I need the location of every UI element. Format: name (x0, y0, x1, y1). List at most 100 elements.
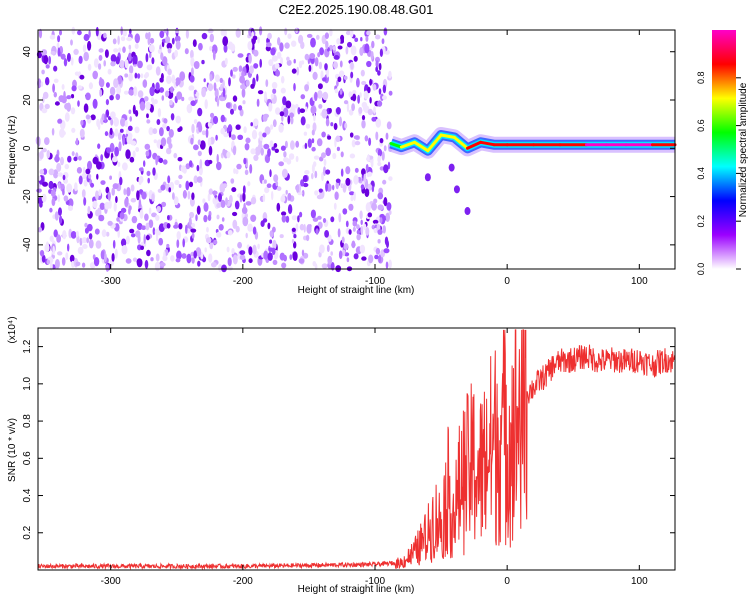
noise-speckle (312, 122, 317, 132)
noise-speckle (109, 95, 114, 101)
noise-speckle (263, 250, 269, 260)
noise-speckle (317, 83, 323, 90)
noise-speckle (160, 137, 167, 147)
noise-speckle (264, 187, 270, 194)
noise-speckle (64, 163, 70, 170)
noise-speckle (97, 122, 101, 130)
noise-speckle (204, 99, 208, 110)
noise-speckle (359, 92, 362, 98)
noise-speckle (273, 143, 278, 148)
noise-speckle (209, 74, 213, 82)
noise-speckle (271, 81, 278, 89)
noise-speckle (117, 132, 122, 141)
noise-speckle (175, 115, 181, 124)
noise-speckle (238, 105, 243, 111)
noise-speckle (305, 234, 310, 242)
noise-speckle (252, 35, 258, 41)
noise-speckle (352, 93, 357, 102)
y-tick-label: 1.0 (22, 376, 33, 390)
noise-speckle (289, 254, 293, 260)
plot-frame (37, 29, 676, 270)
chart-title: C2E2.2025.190.08.48.G01 (279, 2, 434, 17)
noise-speckle (148, 52, 152, 59)
noise-speckle (57, 172, 63, 177)
noise-speckle (48, 168, 55, 176)
noise-speckle (370, 51, 374, 60)
noise-speckle (371, 40, 375, 49)
noise-speckle (343, 75, 348, 80)
noise-speckle (359, 210, 363, 220)
noise-speckle (318, 104, 323, 109)
noise-speckle (253, 154, 259, 161)
noise-speckle (266, 42, 272, 48)
noise-speckle (189, 211, 195, 219)
noise-speckle (203, 78, 206, 83)
noise-speckle (325, 182, 328, 192)
noise-speckle (368, 137, 372, 146)
noise-speckle (322, 91, 329, 101)
noise-speckle (210, 112, 215, 118)
noise-speckle (98, 189, 102, 197)
noise-speckle (54, 101, 60, 106)
noise-speckle (314, 91, 318, 102)
noise-speckle (327, 135, 332, 140)
noise-speckle (189, 197, 195, 207)
noise-speckle (109, 127, 113, 136)
colorbar: 0.0 0.2 0.4 0.6 0.8 Normalized spectral ampl… (696, 30, 749, 275)
noise-speckle (77, 100, 80, 107)
noise-speckle (144, 213, 149, 221)
noise-speckle (112, 38, 117, 45)
noise-speckle (267, 252, 273, 261)
noise-speckle (285, 100, 292, 109)
noise-speckle (149, 86, 155, 97)
noise-speckle (356, 229, 361, 235)
noise-speckle (286, 59, 292, 66)
noise-speckle (326, 69, 329, 78)
noise-speckle (375, 34, 381, 40)
noise-speckle (360, 225, 364, 236)
noise-speckle (365, 202, 371, 213)
noise-speckle (193, 61, 200, 69)
noise-speckle (174, 35, 181, 43)
noise-speckle (226, 246, 230, 253)
noise-speckle (57, 251, 63, 256)
noise-speckle (259, 132, 264, 142)
noise-speckle (154, 261, 161, 272)
noise-speckle (352, 226, 356, 232)
noise-speckle (48, 55, 51, 65)
noise-speckle (220, 127, 225, 135)
noise-speckle (250, 122, 253, 127)
noise-speckle (343, 243, 349, 250)
noise-speckle (39, 169, 45, 175)
noise-speckle (374, 254, 379, 260)
noise-speckle (304, 84, 309, 92)
noise-speckle (369, 97, 372, 104)
noise-speckle (291, 227, 296, 232)
noise-speckle (132, 55, 136, 65)
x-axis-ticks: -300 -200 -100 0 100 (101, 328, 648, 587)
noise-speckle (268, 59, 274, 67)
noise-speckle (208, 253, 213, 263)
x-tick-label: -300 (101, 276, 121, 287)
noise-speckle (324, 63, 328, 71)
noise-speckle (184, 48, 189, 55)
noise-speckle (92, 70, 98, 80)
noise-speckle (373, 106, 376, 114)
noise-speckle (207, 214, 212, 221)
noise-speckle (377, 204, 384, 211)
noise-speckle (375, 131, 379, 141)
noise-speckle (123, 90, 129, 95)
noise-speckle (41, 69, 45, 75)
noise-speckle (57, 47, 61, 57)
noise-speckle (82, 44, 87, 53)
noise-speckle (113, 48, 119, 53)
noise-speckle (148, 207, 152, 215)
noise-speckle (68, 205, 73, 211)
noise-speckle (114, 248, 118, 259)
noise-speckle (128, 109, 132, 115)
noise-speckle (202, 198, 206, 204)
noise-speckle (100, 180, 106, 186)
noise-speckle (325, 169, 331, 175)
noise-speckle (201, 87, 207, 98)
noise-speckle (149, 37, 155, 44)
